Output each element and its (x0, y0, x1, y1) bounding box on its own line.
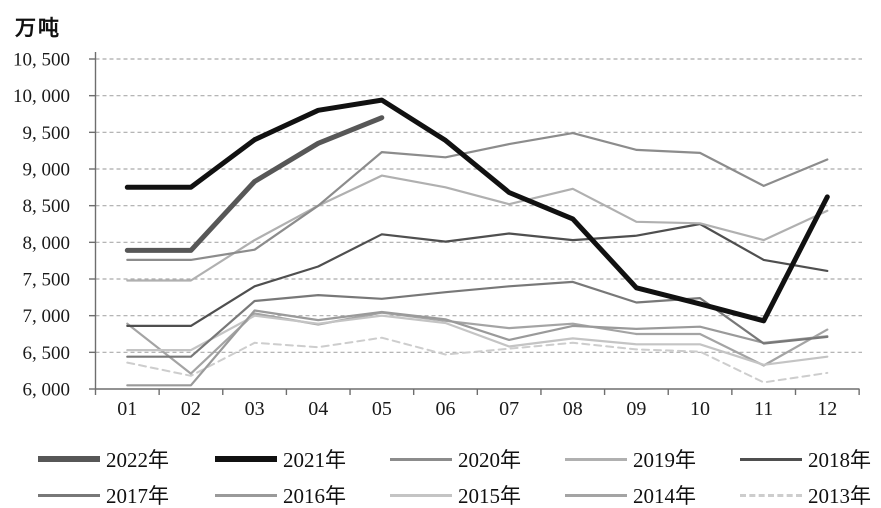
x-tick-label: 02 (181, 398, 201, 420)
legend-item-2018年: 2018年 (740, 445, 871, 473)
series-line-2021年 (124, 97, 830, 324)
legend-item-2014年: 2014年 (565, 481, 696, 508)
legend-label: 2018年 (808, 448, 871, 472)
series-line-2016年 (126, 309, 829, 387)
series-line-2019年 (126, 174, 829, 282)
y-tick-label: 10, 500 (13, 50, 70, 71)
series-line-2020年 (126, 132, 829, 261)
legend-label: 2015年 (458, 484, 521, 508)
line-chart: 10, 500 10, 000 9, 500 9, 000 8, 500 8, 000 7,… (13, 50, 862, 420)
chart-legend: 2022年 2021年 2020年 2019年 2018年 2017年 2016年 2015年… (0, 437, 881, 508)
chart-svg: 10, 500 10, 000 9, 500 9, 000 8, 500 8, 000 7,… (13, 50, 862, 420)
legend-label: 2013年 (808, 484, 871, 508)
series-line-2013年 (126, 336, 829, 384)
y-tick-label: 8, 500 (23, 196, 71, 217)
legend-label: 2014年 (633, 484, 696, 508)
x-tick-label: 01 (117, 398, 137, 420)
x-tick-label: 08 (563, 398, 583, 420)
legend-item-2016年: 2016年 (215, 481, 346, 508)
legend-swatch-2019年 (565, 457, 627, 461)
x-tick-label: 06 (435, 398, 455, 420)
series-line-2018年 (126, 222, 829, 327)
legend-item-2022年: 2022年 (38, 445, 169, 473)
legend-item-2013年: 2013年 (740, 481, 871, 508)
y-tick-label: 7, 000 (23, 306, 71, 327)
y-tick-label: 6, 000 (23, 380, 71, 401)
x-tick-label: 12 (817, 398, 837, 420)
y-tick-label: 9, 000 (23, 160, 71, 181)
legend-label: 2017年 (106, 484, 169, 508)
x-tick-label: 07 (499, 398, 519, 420)
legend-swatch-2022年 (38, 456, 100, 462)
y-tick-label: 6, 500 (23, 343, 71, 364)
legend-swatch-2014年 (565, 493, 627, 497)
legend-label: 2020年 (458, 448, 521, 472)
y-tick-label: 8, 000 (23, 233, 71, 254)
legend-swatch-2017年 (38, 493, 100, 497)
legend-item-2017年: 2017年 (38, 481, 169, 508)
series-line-2015年 (126, 314, 829, 366)
legend-swatch-2016年 (215, 493, 277, 497)
x-tick-label: 09 (626, 398, 646, 420)
y-axis-unit-label: 万吨 (15, 16, 61, 40)
x-tick-label: 04 (308, 398, 328, 420)
x-tick-label: 03 (245, 398, 265, 420)
y-tick-label: 9, 500 (23, 123, 71, 144)
legend-label: 2022年 (106, 448, 169, 472)
legend-item-2020年: 2020年 (390, 445, 521, 473)
x-tick-label: 05 (372, 398, 392, 420)
x-tick-label: 11 (754, 398, 773, 420)
legend-label: 2021年 (283, 448, 346, 472)
legend-item-2021年: 2021年 (215, 445, 346, 473)
y-tick-label: 10, 000 (13, 86, 70, 107)
legend-swatch-2021年 (215, 456, 277, 462)
series-line-2022年 (124, 115, 385, 253)
legend-swatch-2018年 (740, 457, 802, 461)
legend-swatch-2015年 (390, 493, 452, 497)
y-tick-label: 7, 500 (23, 270, 71, 291)
legend-label: 2016年 (283, 484, 346, 508)
legend-swatch-2013年 (740, 493, 802, 497)
x-tick-label: 10 (690, 398, 710, 420)
legend-label: 2019年 (633, 448, 696, 472)
legend-item-2019年: 2019年 (565, 445, 696, 473)
legend-swatch-2020年 (390, 457, 452, 461)
legend-item-2015年: 2015年 (390, 481, 521, 508)
